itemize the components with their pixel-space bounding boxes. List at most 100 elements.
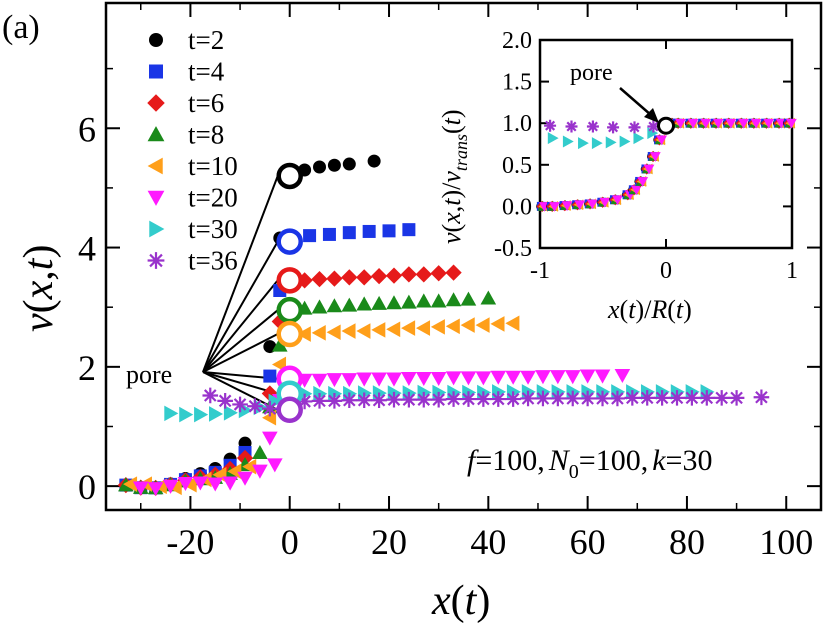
data-point [579, 369, 596, 384]
data-point [326, 270, 343, 287]
inset-data-point [643, 164, 655, 175]
data-point [386, 295, 402, 310]
inset-data-point [578, 137, 589, 150]
data-point [490, 370, 507, 385]
data-point [223, 404, 238, 421]
data-point [262, 400, 278, 417]
inset-ytick-label: 1.0 [502, 111, 532, 137]
inset-data-point [687, 118, 699, 129]
inset-data-point [607, 121, 620, 134]
data-point [415, 266, 432, 283]
inset-data-point [763, 118, 775, 129]
legend-label: t=4 [188, 57, 225, 87]
pore-lines [202, 175, 279, 411]
data-point [267, 458, 283, 473]
main-ytick-label: 2 [78, 348, 96, 388]
data-point [386, 372, 402, 387]
data-point [242, 458, 257, 475]
data-point [217, 393, 233, 409]
data-point [356, 269, 373, 286]
inset-data-point [656, 135, 667, 146]
data-point [382, 224, 396, 238]
data-point [362, 224, 376, 238]
pore-point [276, 228, 303, 255]
legend-marker [149, 64, 163, 79]
legend-label: t=10 [188, 151, 238, 181]
data-point [367, 154, 381, 168]
inset-data-point [750, 118, 762, 129]
panel-label: (a) [2, 9, 40, 46]
data-point [262, 431, 278, 446]
pore-point [276, 396, 303, 424]
data-point [475, 391, 492, 407]
main-axis-ticks: -20 0 20 40 60 80 100 0 2 4 6 [78, 3, 821, 562]
data-point [322, 227, 336, 241]
data-point [385, 267, 403, 284]
inset-axis-ticks: -1 0 1 -0.5 0.0 0.5 1.0 1.5 2.0 [494, 28, 798, 284]
data-point [341, 297, 358, 312]
data-point [370, 268, 388, 285]
data-point [296, 326, 311, 342]
data-point [400, 266, 418, 283]
data-point [401, 391, 417, 408]
data-point [535, 390, 551, 407]
inset-pore-point [657, 116, 675, 135]
data-point [356, 296, 372, 311]
data-point [654, 390, 670, 406]
data-point [753, 389, 770, 406]
data-point [356, 372, 372, 387]
pore-line [202, 241, 279, 373]
data-point [207, 477, 224, 492]
inset-ytick-label: 2.0 [502, 28, 532, 54]
inset-data-point [633, 132, 645, 145]
inset-data-point [586, 120, 599, 133]
legend-marker [147, 94, 165, 112]
inset-ytick-label: -0.5 [494, 236, 532, 262]
main-xtick-label: 20 [371, 522, 407, 562]
legend-label: t=6 [188, 88, 224, 118]
data-point [401, 371, 417, 386]
data-point [728, 390, 745, 406]
data-point [326, 324, 341, 341]
main-xtick-label: 40 [470, 522, 506, 562]
data-point [263, 369, 277, 383]
data-point [520, 370, 536, 385]
inset-data-point [612, 195, 623, 206]
inset-data-point [565, 120, 578, 133]
data-point [415, 293, 432, 308]
pore-line [202, 175, 279, 373]
data-point [445, 371, 462, 386]
inset-data-point [544, 119, 557, 132]
inset-ylabel: v(x,t)/vtrans(t) [437, 109, 471, 244]
data-point [614, 368, 631, 383]
legend-label: t=30 [188, 214, 238, 244]
data-point [341, 269, 358, 286]
data-point [386, 321, 401, 338]
data-point [402, 223, 416, 237]
data-point [490, 316, 505, 332]
inset-xtick-label: 0 [660, 258, 672, 284]
main-xtick-label: 60 [570, 522, 606, 562]
data-point [227, 463, 242, 480]
data-point [311, 393, 328, 409]
data-point [480, 290, 497, 305]
data-point [698, 390, 715, 406]
pore-point [276, 267, 303, 294]
inset-xtick-label: -1 [530, 258, 550, 284]
data-point [311, 325, 326, 341]
data-point [475, 371, 492, 386]
data-point [594, 390, 611, 407]
main-ylabel: v(x,t) [16, 245, 62, 332]
data-point [669, 390, 685, 406]
data-point [326, 298, 343, 313]
data-point [303, 229, 317, 243]
data-point [639, 390, 656, 406]
inset-xlabel: x(t)/R(t) [607, 295, 692, 324]
inset-data-point [630, 185, 642, 196]
data-point [415, 391, 432, 408]
data-point [445, 264, 462, 281]
data-point [232, 396, 248, 413]
inset-data-point [549, 202, 560, 212]
inset-data-point [619, 135, 631, 148]
data-point [326, 373, 343, 388]
